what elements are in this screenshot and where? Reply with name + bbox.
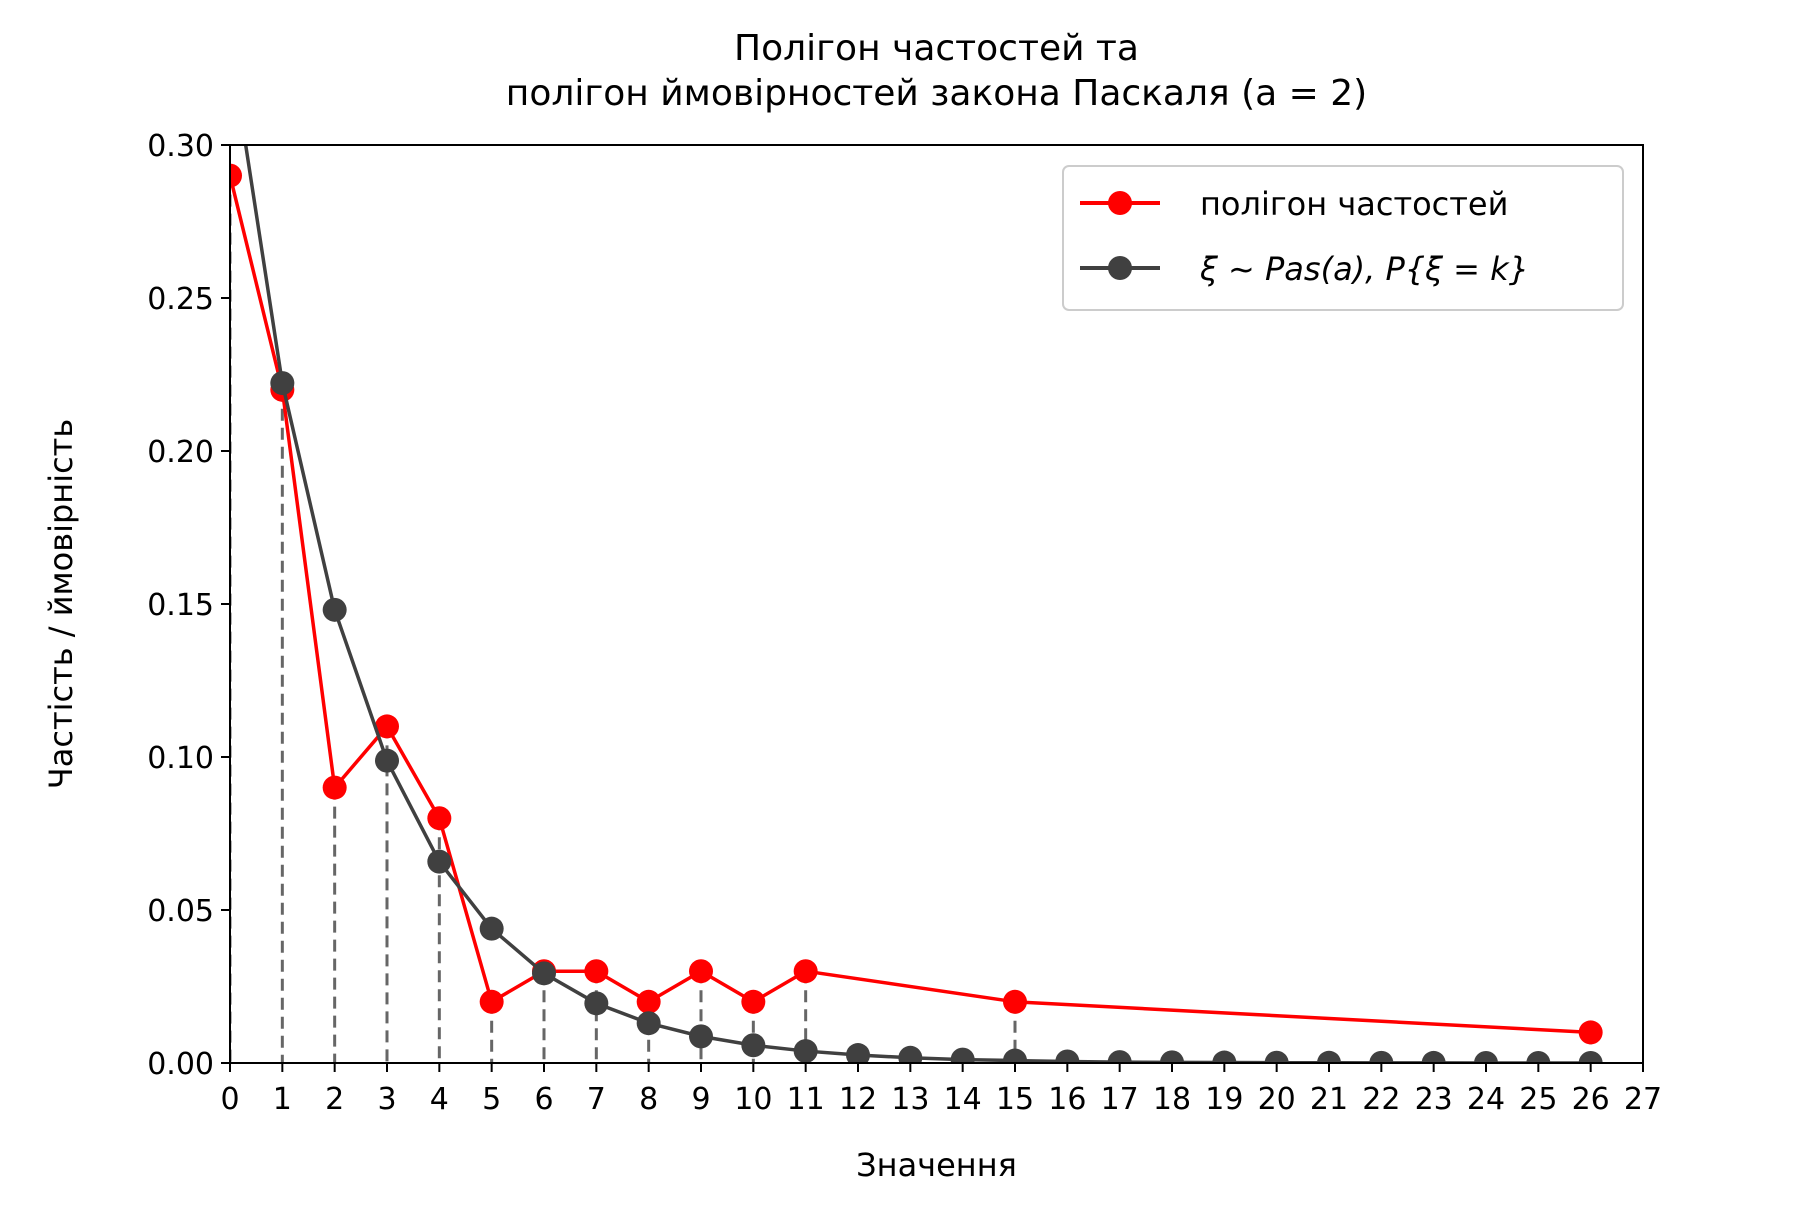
series-point-1 (741, 1033, 766, 1058)
series-point-1 (793, 1039, 818, 1063)
x-tick-label: 5 (482, 1082, 501, 1117)
y-axis: 0.00 0.05 0.10 0.15 0.20 0.25 0.30 (147, 129, 230, 1082)
legend-label-frequency: полігон частостей (1200, 185, 1508, 223)
x-tick-label: 25 (1519, 1082, 1557, 1117)
y-tick-label: 0.05 (147, 894, 214, 929)
x-tick-label: 12 (839, 1082, 877, 1117)
series-point-1 (1055, 1049, 1080, 1063)
series-point-1 (950, 1047, 975, 1063)
x-tick-label: 10 (734, 1082, 772, 1117)
series-point-0 (793, 959, 818, 984)
x-tick-label: 19 (1205, 1082, 1243, 1117)
y-axis-label: Частість / ймовірність (42, 419, 80, 789)
series-point-1 (427, 849, 452, 874)
series-point-0 (230, 163, 242, 188)
y-tick-label: 0.15 (147, 588, 214, 623)
series-point-1 (322, 597, 347, 622)
y-tick-label: 0.00 (147, 1047, 214, 1082)
series-point-1 (1369, 1050, 1394, 1063)
legend-marker-probability (1108, 256, 1132, 280)
series-point-0 (636, 989, 661, 1014)
x-tick-label: 26 (1572, 1082, 1610, 1117)
series-point-1 (1160, 1050, 1184, 1063)
series-point-1 (1212, 1050, 1237, 1063)
x-tick-label: 23 (1415, 1082, 1453, 1117)
x-tick-label: 24 (1467, 1082, 1505, 1117)
y-tick-label: 0.20 (147, 435, 214, 470)
x-tick-label: 27 (1624, 1082, 1662, 1117)
x-tick-label: 14 (944, 1082, 982, 1117)
x-tick-label: 0 (220, 1082, 239, 1117)
series-point-1 (1474, 1050, 1498, 1063)
series-point-0 (479, 989, 504, 1014)
x-tick-label: 8 (639, 1082, 658, 1117)
series-point-1 (898, 1045, 923, 1063)
series-point-1 (1578, 1050, 1603, 1063)
series-point-1 (1421, 1050, 1446, 1063)
series-point-1 (532, 961, 556, 986)
y-tick-label: 0.10 (147, 741, 214, 776)
x-tick-label: 11 (787, 1082, 825, 1117)
x-tick-label: 15 (996, 1082, 1034, 1117)
x-tick-label: 20 (1258, 1082, 1296, 1117)
series-point-0 (584, 959, 609, 984)
x-tick-label: 4 (430, 1082, 449, 1117)
y-tick-label: 0.25 (147, 282, 214, 317)
x-tick-label: 1 (273, 1082, 292, 1117)
series-point-1 (479, 916, 504, 941)
x-axis: 0 1 2 3 4 5 6 7 8 9 10 11 12 13 14 15 16 17 18 19 20 21 22 23 24… (220, 1063, 1662, 1117)
chart-title-line: полігон ймовірностей закона Паскаля (a =… (506, 73, 1367, 114)
chart-title-line: Полігон частостей та (734, 28, 1139, 69)
series-point-1 (584, 991, 609, 1016)
x-tick-label: 16 (1048, 1082, 1086, 1117)
series-point-0 (322, 775, 347, 800)
legend-marker-frequency (1108, 191, 1132, 215)
x-tick-label: 3 (377, 1082, 396, 1117)
x-tick-label: 2 (325, 1082, 344, 1117)
series-point-1 (270, 371, 295, 396)
series-point-1 (375, 748, 399, 773)
x-tick-label: 9 (691, 1082, 710, 1117)
series-point-1 (846, 1043, 870, 1063)
series-point-1 (689, 1024, 713, 1049)
series-point-1 (1526, 1050, 1551, 1063)
legend-box (1062, 165, 1624, 311)
x-tick-label: 7 (587, 1082, 606, 1117)
x-tick-label: 17 (1101, 1082, 1139, 1117)
series-point-0 (375, 714, 399, 739)
x-tick-label: 21 (1310, 1082, 1348, 1117)
x-tick-label: 13 (891, 1082, 929, 1117)
series-point-0 (689, 959, 713, 984)
x-tick-label: 22 (1362, 1082, 1400, 1117)
series-point-0 (741, 989, 766, 1014)
series-point-0 (1578, 1020, 1603, 1045)
x-axis-label: Значення (856, 1146, 1017, 1184)
series-point-1 (1317, 1050, 1341, 1063)
y-tick-label: 0.30 (147, 129, 214, 164)
series-point-0 (1003, 989, 1027, 1014)
series-point-1 (1264, 1050, 1289, 1063)
legend-label-probability: ξ ~ Pas(a), P{ξ = k} (1199, 250, 1529, 288)
series-point-1 (636, 1011, 661, 1036)
series-point-0 (427, 806, 452, 831)
series-point-1 (1003, 1048, 1027, 1063)
legend: полігон частостей ξ ~ Pas(a), P{ξ = k} (1062, 165, 1624, 311)
series-point-1 (1107, 1050, 1132, 1063)
x-tick-label: 6 (534, 1082, 553, 1117)
x-tick-label: 18 (1153, 1082, 1191, 1117)
